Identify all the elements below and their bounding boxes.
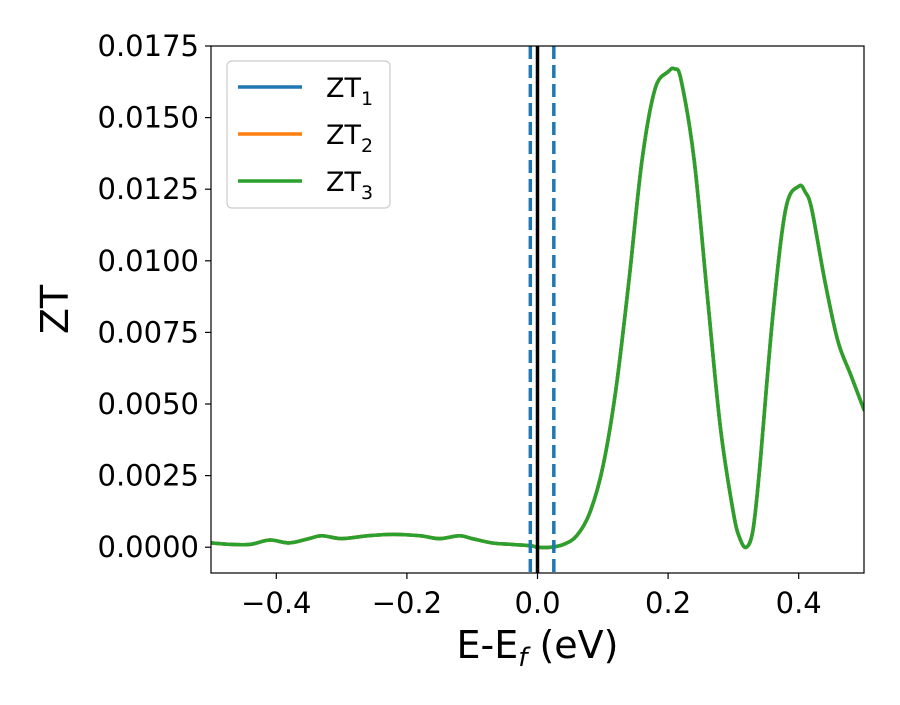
- y-tick-label: 0.0050: [98, 387, 199, 421]
- y-axis-title: ZT: [33, 284, 77, 334]
- x-tick-label: 0.2: [645, 586, 691, 620]
- x-axis-title: E-Ef (eV): [457, 623, 619, 673]
- reference-lines: [528, 46, 556, 573]
- y-tick-label: 0.0000: [98, 530, 199, 564]
- x-tick-label: −0.4: [241, 586, 311, 620]
- y-tick-label: 0.0100: [98, 244, 199, 278]
- legend-label-2: ZT2: [326, 120, 373, 157]
- x-axis-title-unit: (eV): [527, 623, 618, 667]
- legend-label-1: ZT1: [326, 73, 373, 110]
- y-tick-label: 0.0125: [98, 172, 199, 206]
- legend-label-3: ZT3: [326, 167, 373, 204]
- y-tick-label: 0.0075: [98, 315, 199, 349]
- x-tick-label: 0.0: [514, 586, 560, 620]
- x-tick-label: −0.2: [372, 586, 442, 620]
- legend-box: [226, 60, 391, 209]
- x-axis-ticks: −0.4 −0.2 0.0 0.2 0.4: [241, 573, 822, 620]
- y-tick-label: 0.0175: [98, 29, 199, 63]
- series-layer: [211, 66, 864, 550]
- series-line-3: [211, 66, 864, 550]
- y-tick-label: 0.0025: [98, 459, 199, 493]
- legend: ZT1 ZT2 ZT3: [226, 60, 391, 209]
- x-tick-label: 0.4: [776, 586, 822, 620]
- y-axis-ticks: 0.0000 0.0025 0.0050 0.0075 0.0100 0.0125 0.01…: [98, 29, 211, 564]
- y-tick-label: 0.0150: [98, 101, 199, 135]
- x-axis-title-main: E-E: [457, 623, 519, 667]
